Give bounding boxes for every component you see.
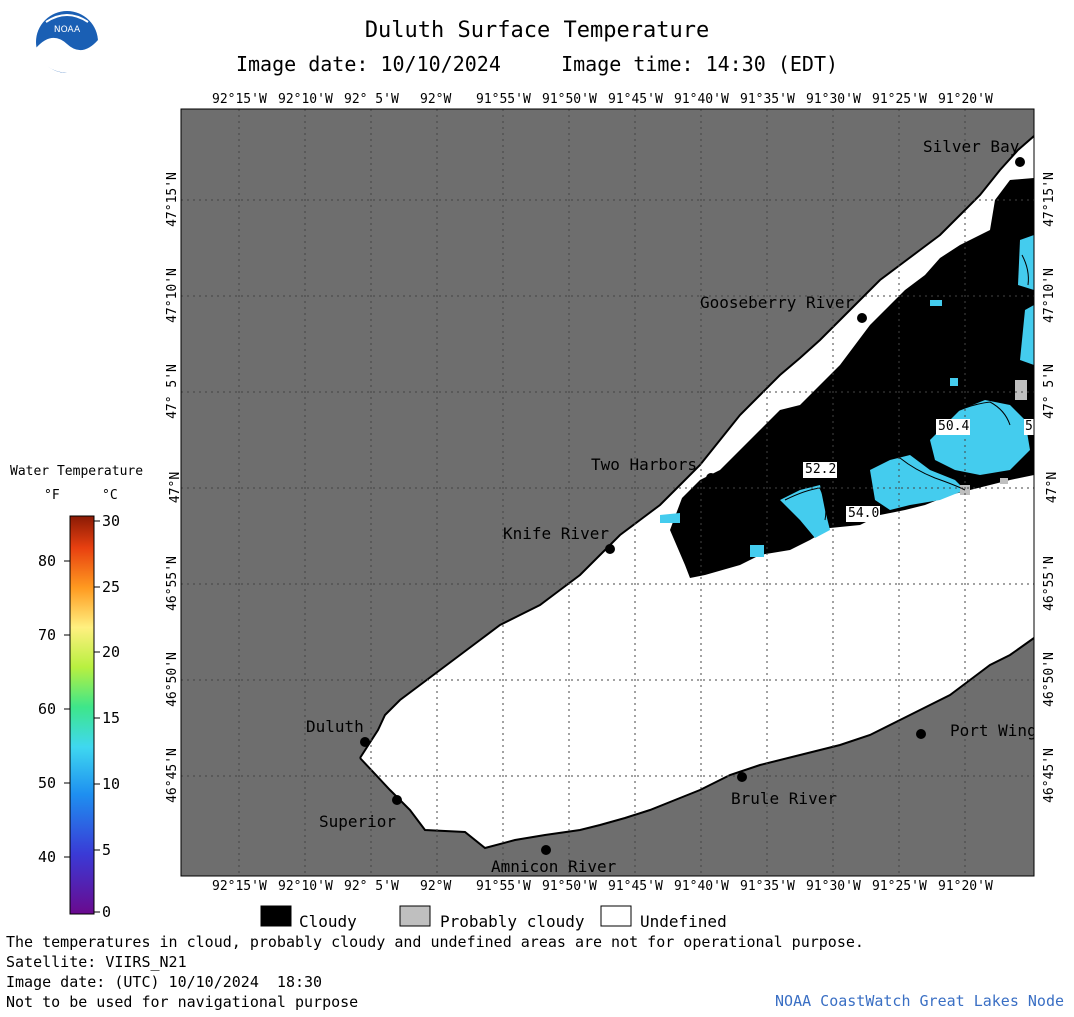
colorbar-unit-f: °F xyxy=(44,488,60,503)
colorbar-title: Water Temperature xyxy=(10,464,144,479)
lat-label-left: 47° 5'N xyxy=(164,364,180,419)
colorbar-ticks xyxy=(64,520,100,913)
satellite-info: Satellite: VIIRS_N21 xyxy=(6,953,187,971)
warm-water-patches xyxy=(660,235,1034,557)
lon-label-top: 91°20'W xyxy=(938,92,993,107)
lon-label-bottom: 91°35'W xyxy=(740,879,795,894)
lat-label-right: 47° 5'N xyxy=(1041,364,1057,419)
lon-label-top: 92°15'W xyxy=(212,92,267,107)
noaa-logo: NOAA xyxy=(36,11,98,74)
place-label-duluth: Duluth xyxy=(306,717,364,736)
colorbar-tick-c: 25 xyxy=(102,578,121,596)
lon-label-bottom: 92°W xyxy=(420,879,452,894)
colorbar-tick-c: 0 xyxy=(102,903,112,921)
lon-label-top: 91°25'W xyxy=(872,92,927,107)
lat-label-left: 47°N xyxy=(168,471,184,504)
colorbar-tick-c: 15 xyxy=(102,709,121,727)
legend-cloudy-swatch xyxy=(260,905,292,927)
lon-label-top: 91°45'W xyxy=(608,92,663,107)
colorbar-tick-f: 40 xyxy=(38,848,57,866)
colorbar-unit-c: °C xyxy=(102,488,118,503)
lon-label-bottom: 92°15'W xyxy=(212,879,267,894)
coastline-north xyxy=(359,135,1034,759)
colorbar-tick-c: 20 xyxy=(102,643,121,661)
colorbar-tick-c: 10 xyxy=(102,775,121,793)
lon-label-bottom: 91°45'W xyxy=(608,879,663,894)
lat-label-right: 46°55'N xyxy=(1041,556,1057,611)
legend-probably-cloudy-label: Probably cloudy xyxy=(440,912,585,931)
place-label-port-wing: Port Wing xyxy=(950,721,1034,740)
isotherm-label-boxes xyxy=(803,419,1034,522)
place-label-knife-river: Knife River xyxy=(503,524,609,543)
place-label-two-harbors: Two Harbors xyxy=(591,455,697,474)
colorbar-tick-f: 50 xyxy=(38,774,57,792)
place-markers xyxy=(360,157,1025,855)
graticule xyxy=(181,109,1034,876)
lat-label-right: 47°N xyxy=(1045,471,1061,504)
lon-label-bottom: 92° 5'W xyxy=(344,879,399,894)
lon-label-bottom: 92°10'W xyxy=(278,879,333,894)
isotherm-label: 5 xyxy=(1025,419,1033,434)
navigation-warning: Not to be used for navigational purpose xyxy=(6,993,359,1011)
lon-label-bottom: 91°30'W xyxy=(806,879,861,894)
colorbar-tick-c: 5 xyxy=(102,841,112,859)
lat-label-right: 46°45'N xyxy=(1041,748,1057,803)
lat-label-left: 46°55'N xyxy=(164,556,180,611)
place-label-silver-bay: Silver Bay xyxy=(923,137,1020,156)
lat-label-left: 46°45'N xyxy=(164,748,180,803)
legend-undefined-label: Undefined xyxy=(640,912,727,931)
temperature-colorbar xyxy=(69,515,95,915)
legend-probably-cloudy-swatch xyxy=(399,905,431,927)
image-datetime: Image date: 10/10/2024 Image time: 14:30… xyxy=(235,52,839,76)
lon-label-top: 91°50'W xyxy=(542,92,597,107)
lon-label-bottom: 91°40'W xyxy=(674,879,729,894)
credit-link[interactable]: NOAA CoastWatch Great Lakes Node xyxy=(775,992,1064,1010)
map-frame xyxy=(181,109,1034,876)
lon-label-top: 92°W xyxy=(420,92,452,107)
isotherm-label: 54.0 xyxy=(848,506,880,521)
lon-label-bottom: 91°50'W xyxy=(542,879,597,894)
place-label-brule-river: Brule River xyxy=(731,789,837,808)
lon-label-bottom: 91°25'W xyxy=(872,879,927,894)
lat-label-left: 46°50'N xyxy=(164,652,180,707)
colorbar-tick-f: 80 xyxy=(38,552,57,570)
isotherm-label: 52.2 xyxy=(805,462,837,477)
disclaimer-note: The temperatures in cloud, probably clou… xyxy=(6,933,864,951)
lat-label-right: 47°10'N xyxy=(1041,268,1057,323)
utc-image-date: Image date: (UTC) 10/10/2024 18:30 xyxy=(6,973,323,991)
lon-label-top: 92° 5'W xyxy=(344,92,399,107)
lon-label-bottom: 91°55'W xyxy=(476,879,531,894)
lon-label-top: 91°40'W xyxy=(674,92,729,107)
lat-label-right: 46°50'N xyxy=(1041,652,1057,707)
place-label-gooseberry-river: Gooseberry River xyxy=(700,293,855,312)
place-label-superior: Superior xyxy=(319,812,397,831)
lat-label-left: 47°15'N xyxy=(164,172,180,227)
legend-cloudy-label: Cloudy xyxy=(299,912,357,931)
colorbar-tick-c: 30 xyxy=(102,512,121,530)
map-border xyxy=(180,108,1035,877)
lon-label-bottom: 91°20'W xyxy=(938,879,993,894)
isotherm-lines xyxy=(784,254,1029,521)
lon-label-top: 91°30'W xyxy=(806,92,861,107)
colorbar-tick-f: 60 xyxy=(38,700,57,718)
colorbar-tick-f: 70 xyxy=(38,626,57,644)
lat-label-right: 47°15'N xyxy=(1041,172,1057,227)
coastline-south xyxy=(359,637,1034,850)
legend-undefined-swatch xyxy=(600,905,632,927)
lon-label-top: 92°10'W xyxy=(278,92,333,107)
page-title: Duluth Surface Temperature xyxy=(364,18,710,43)
lon-label-top: 91°35'W xyxy=(740,92,795,107)
place-label-amnicon-river: Amnicon River xyxy=(491,857,617,876)
lon-label-top: 91°55'W xyxy=(476,92,531,107)
lat-label-left: 47°10'N xyxy=(164,268,180,323)
isotherm-label: 50.4 xyxy=(938,419,970,434)
svg-text:NOAA: NOAA xyxy=(54,25,81,35)
